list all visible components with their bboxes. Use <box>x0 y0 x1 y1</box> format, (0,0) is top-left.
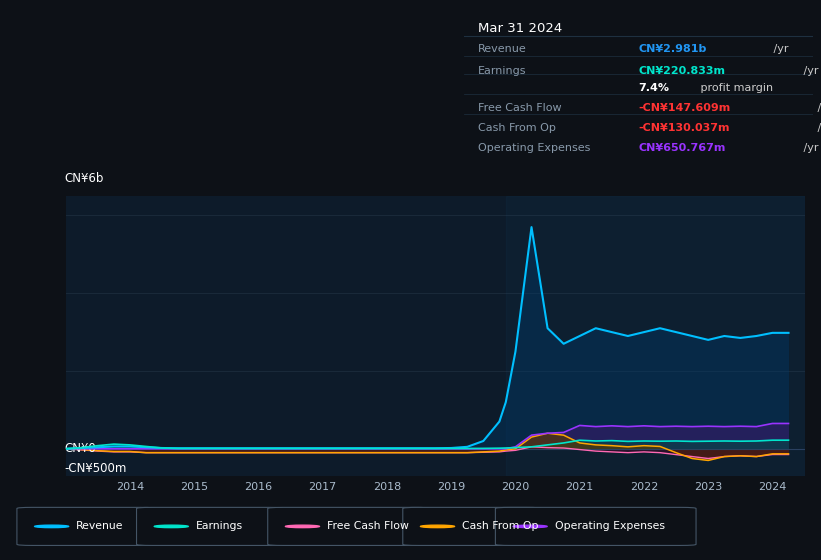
Text: /yr: /yr <box>814 123 821 133</box>
FancyBboxPatch shape <box>403 507 542 545</box>
Text: profit margin: profit margin <box>697 83 773 93</box>
Text: Mar 31 2024: Mar 31 2024 <box>478 22 562 35</box>
Text: CN¥2.981b: CN¥2.981b <box>639 44 707 54</box>
Text: /yr: /yr <box>800 143 818 153</box>
Bar <box>506 196 805 476</box>
Text: /yr: /yr <box>770 44 789 54</box>
Text: -CN¥500m: -CN¥500m <box>64 462 126 475</box>
Circle shape <box>34 525 69 528</box>
FancyBboxPatch shape <box>136 507 283 545</box>
Text: Earnings: Earnings <box>196 521 243 531</box>
Text: 7.4%: 7.4% <box>639 83 669 93</box>
Text: /yr: /yr <box>800 66 818 76</box>
Circle shape <box>420 525 455 528</box>
Text: /yr: /yr <box>814 103 821 113</box>
Text: CN¥650.767m: CN¥650.767m <box>639 143 726 153</box>
Circle shape <box>513 525 547 528</box>
Text: Free Cash Flow: Free Cash Flow <box>478 103 562 113</box>
Text: CN¥6b: CN¥6b <box>64 172 103 185</box>
FancyBboxPatch shape <box>495 507 696 545</box>
Text: CN¥0: CN¥0 <box>64 442 96 455</box>
Text: -CN¥130.037m: -CN¥130.037m <box>639 123 730 133</box>
Circle shape <box>286 525 319 528</box>
Text: Revenue: Revenue <box>76 521 124 531</box>
Text: Cash From Op: Cash From Op <box>478 123 556 133</box>
FancyBboxPatch shape <box>17 507 156 545</box>
Text: Free Cash Flow: Free Cash Flow <box>327 521 409 531</box>
Text: Earnings: Earnings <box>478 66 526 76</box>
Text: Revenue: Revenue <box>478 44 526 54</box>
Text: Cash From Op: Cash From Op <box>462 521 539 531</box>
Text: CN¥220.833m: CN¥220.833m <box>639 66 725 76</box>
Circle shape <box>154 525 188 528</box>
Text: Operating Expenses: Operating Expenses <box>555 521 665 531</box>
FancyBboxPatch shape <box>268 507 430 545</box>
Text: Operating Expenses: Operating Expenses <box>478 143 590 153</box>
Text: -CN¥147.609m: -CN¥147.609m <box>639 103 731 113</box>
